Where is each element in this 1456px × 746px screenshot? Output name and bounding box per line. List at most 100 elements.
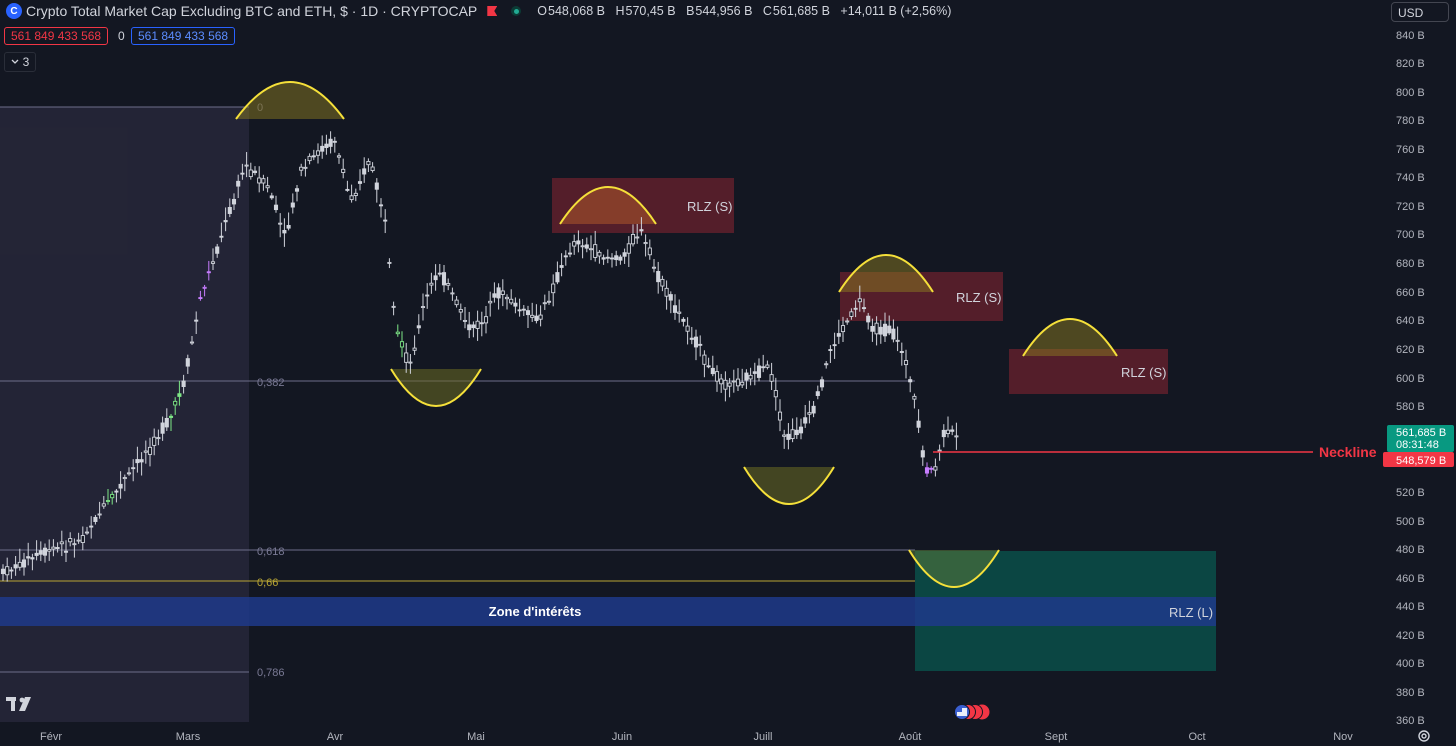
candle [307,153,312,165]
symbol-title[interactable]: Crypto Total Market Cap Excluding BTC an… [26,3,478,19]
cryptocap-logo-icon: C [6,3,22,19]
time-tick: Avr [327,731,344,743]
svg-text:561,685 B: 561,685 B [1396,427,1446,439]
candle [727,378,732,398]
candle [525,305,531,328]
interest-zone-label: Zone d'intérêts [489,604,582,619]
candle [483,305,489,334]
arc-top-1[interactable] [235,81,345,120]
time-tick: Juill [754,731,773,743]
price-tick: 380 B [1396,687,1425,699]
candle [408,354,413,374]
candle [698,335,703,357]
candle [861,298,867,313]
close-label: C [762,4,772,18]
candle [404,342,409,373]
candle [185,354,190,374]
candle [542,294,547,310]
fib-label-0786: 0,786 [257,667,285,679]
candle [458,303,463,321]
candle [248,162,253,180]
candle [546,290,552,305]
arc-top-2[interactable] [559,186,657,225]
indicators-toggle-button[interactable]: 3 [4,52,36,72]
arc-bottom-2[interactable] [743,466,835,505]
candle [391,301,396,316]
candle [328,131,333,154]
candle [173,397,178,415]
candle [38,541,43,562]
candle [849,308,854,320]
candle [210,248,216,270]
interest-zone[interactable] [0,597,1216,626]
candle [668,291,673,314]
fib-retracement-box[interactable] [0,107,249,722]
candle [68,532,73,547]
candle [744,369,749,390]
candle [559,253,564,277]
sell-price-button[interactable]: 561 849 433 568 [4,27,109,45]
gear-icon[interactable] [1417,729,1431,743]
market-status-icon[interactable] [511,6,522,16]
candle [614,250,619,267]
candle [576,230,581,253]
arc-top-3[interactable] [838,254,934,293]
open-value: 548,068 B [548,4,606,18]
arc-bottom-3[interactable] [908,549,1000,588]
price-tick: 420 B [1396,630,1425,642]
candle [492,282,497,303]
currency-selector[interactable]: USD [1391,2,1449,22]
candle [790,418,795,443]
price-tick: 360 B [1396,715,1425,727]
candle [378,198,384,218]
candle [366,158,371,173]
candle [374,178,379,203]
candle [42,543,48,563]
candle [815,385,820,400]
candle [479,311,484,337]
last-price-tag: 561,685 B 08:31:48 [1387,425,1454,452]
candle [278,213,283,238]
arc-top-4[interactable] [1022,318,1118,357]
price-tick: 700 B [1396,229,1425,241]
tradingview-logo-icon[interactable] [6,694,36,714]
high-value: 570,45 B [625,4,676,18]
candle [887,315,892,336]
time-tick: Juin [612,731,632,743]
candle [59,530,64,557]
rlz-short-zone-3[interactable] [1009,349,1168,394]
candle [17,548,22,571]
candle [845,318,850,325]
candle [126,467,132,476]
candle [9,567,14,579]
candlestick-series[interactable] [0,131,959,582]
candle [635,223,640,244]
price-axis[interactable]: 840 B 820 B 800 B 780 B 760 B 740 B 720 B 700 B… [1396,30,1425,727]
time-axis[interactable]: Févr Mars Avr Mai Juin Juill Août Sept Oct Nov [40,731,1353,743]
candle [429,272,434,294]
candle [597,250,602,264]
events-flag-icon[interactable] [952,703,992,721]
arc-bottom-1[interactable] [390,368,482,407]
candle [945,416,951,438]
candle [647,239,652,260]
flag-icon[interactable] [487,6,498,16]
candle [135,446,140,473]
candle [710,355,715,377]
candle [622,248,627,264]
candle [882,312,888,343]
rlz-short-label-3: RLZ (S) [1121,365,1167,380]
candle [63,540,69,563]
candle [593,230,598,262]
indicators-count: 3 [22,55,30,69]
candle [857,285,862,312]
candle [324,134,329,155]
time-tick: Nov [1333,731,1353,743]
candle [908,376,913,393]
candle [290,193,295,214]
buy-price-button[interactable]: 561 849 433 568 [131,27,236,45]
open-label: O [537,4,548,18]
candle [656,261,661,294]
candle [467,311,472,339]
